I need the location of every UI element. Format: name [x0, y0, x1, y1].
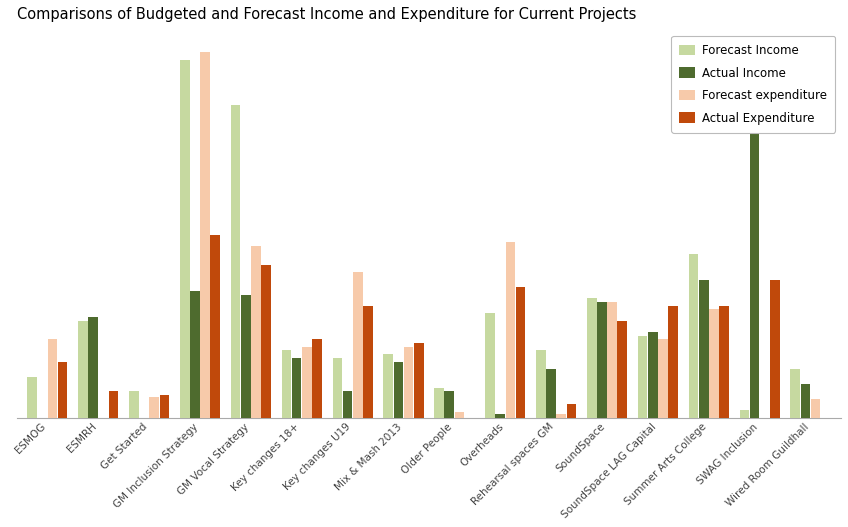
Bar	[536, 350, 546, 417]
Bar	[180, 60, 190, 417]
Bar	[88, 317, 98, 417]
Bar	[292, 358, 302, 417]
Bar	[597, 302, 607, 417]
Bar	[455, 412, 465, 417]
Bar	[190, 291, 200, 417]
Bar	[414, 343, 424, 417]
Bar	[607, 302, 617, 417]
Bar	[444, 392, 455, 417]
Bar	[129, 392, 139, 417]
Bar	[689, 253, 699, 417]
Bar	[109, 392, 119, 417]
Bar	[668, 306, 678, 417]
Bar	[343, 392, 353, 417]
Bar	[332, 358, 343, 417]
Bar	[27, 376, 37, 417]
Bar	[393, 362, 404, 417]
Bar	[699, 280, 709, 417]
Bar	[505, 242, 516, 417]
Bar	[790, 369, 801, 417]
Bar	[587, 298, 597, 417]
Bar	[770, 280, 780, 417]
Bar	[210, 235, 220, 417]
Bar	[363, 306, 373, 417]
Bar	[159, 395, 170, 417]
Bar	[312, 339, 322, 417]
Bar	[739, 410, 750, 417]
Bar	[353, 272, 363, 417]
Bar	[302, 347, 312, 417]
Bar	[546, 369, 556, 417]
Bar	[200, 52, 210, 417]
Bar	[47, 339, 58, 417]
Legend: Forecast Income, Actual Income, Forecast expenditure, Actual Expenditure: Forecast Income, Actual Income, Forecast…	[672, 36, 835, 133]
Bar	[495, 414, 505, 417]
Bar	[251, 246, 261, 417]
Bar	[282, 350, 292, 417]
Bar	[78, 320, 88, 417]
Bar	[811, 399, 821, 417]
Bar	[261, 265, 271, 417]
Bar	[566, 404, 577, 417]
Bar	[556, 414, 566, 417]
Bar	[58, 362, 68, 417]
Bar	[434, 388, 444, 417]
Bar	[801, 384, 811, 417]
Bar	[383, 354, 393, 417]
Bar	[648, 332, 658, 417]
Bar	[149, 397, 159, 417]
Bar	[617, 320, 628, 417]
Bar	[404, 347, 414, 417]
Bar	[658, 339, 668, 417]
Bar	[750, 75, 760, 417]
Bar	[485, 313, 495, 417]
Bar	[709, 309, 719, 417]
Bar	[638, 336, 648, 417]
Bar	[241, 295, 251, 417]
Text: Comparisons of Budgeted and Forecast Income and Expenditure for Current Projects: Comparisons of Budgeted and Forecast Inc…	[17, 7, 636, 22]
Bar	[231, 104, 241, 417]
Bar	[516, 287, 526, 417]
Bar	[719, 306, 729, 417]
